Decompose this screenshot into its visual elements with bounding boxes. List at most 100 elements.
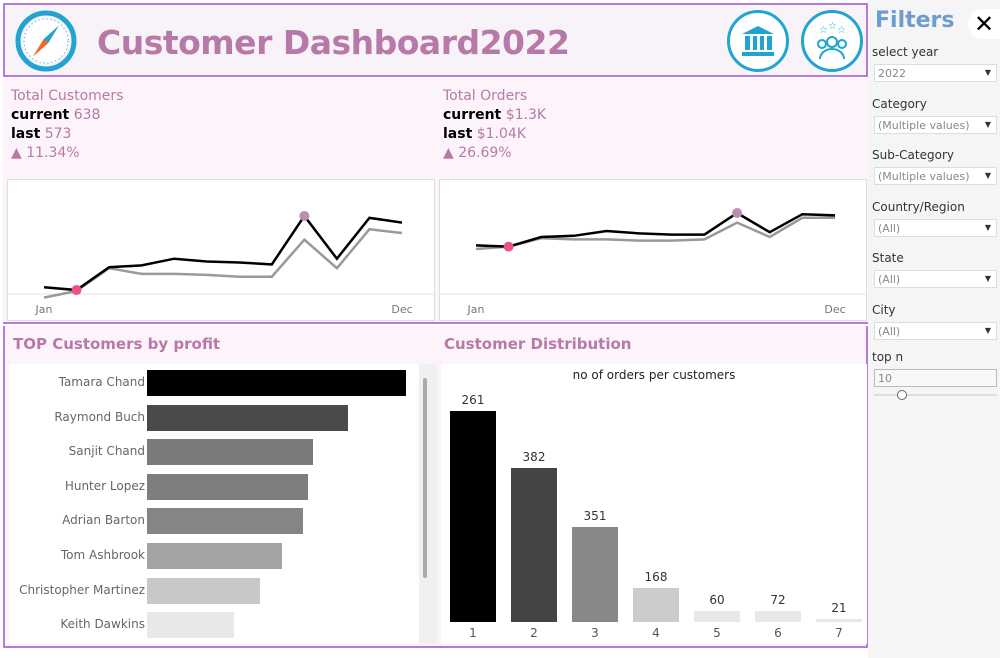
customer-label: Tom Ashbrook xyxy=(60,548,145,562)
filter-label: top n xyxy=(872,350,904,364)
data-point-marker[interactable] xyxy=(299,210,310,221)
dropdown-arrow-icon: ▼ xyxy=(984,325,991,335)
customer-label: Raymond Buch xyxy=(54,409,145,424)
change-value: ▲ 11.34% xyxy=(11,145,80,161)
bank-icon[interactable] xyxy=(727,10,789,72)
filter-label: Country/Region xyxy=(872,199,965,214)
bar-data-label: 60 xyxy=(709,593,725,608)
kpi-section: Total Customers current 638 last 573 ▲ 1… xyxy=(3,78,868,324)
distribution-chart: no of orders per customers 261 1 382 2 351 3 1… xyxy=(441,364,867,644)
distribution-title: Customer Distribution xyxy=(444,335,632,353)
filter-dropdown[interactable]: (All) ▼ xyxy=(874,270,997,288)
x-tick-label: 7 xyxy=(835,626,843,640)
profit-bar[interactable] xyxy=(147,543,282,569)
x-tick-label: 5 xyxy=(713,626,721,640)
distribution-bar[interactable] xyxy=(572,527,618,622)
filter-value: (Multiple values) xyxy=(878,118,970,132)
close-icon[interactable]: ✕ xyxy=(968,9,1000,39)
compass-logo-icon xyxy=(15,10,77,72)
x-tick-label: 2 xyxy=(530,626,538,640)
filter-label: Sub-Category xyxy=(872,148,954,162)
x-tick-label: Dec xyxy=(824,303,845,316)
customer-label: Tamara Chand xyxy=(58,375,145,389)
kpi-title: Total Customers xyxy=(11,88,124,104)
svg-text:☆: ☆ xyxy=(837,25,846,36)
bar-data-label: 382 xyxy=(522,449,546,464)
data-point-marker[interactable] xyxy=(503,241,514,252)
filter-value: (Multiple values) xyxy=(878,170,970,183)
dropdown-arrow-icon: ▼ xyxy=(984,171,991,180)
topn-input[interactable]: 10 xyxy=(874,369,997,387)
filter-value: (All) xyxy=(878,324,901,338)
distribution-bar[interactable] xyxy=(755,611,801,622)
filters-title: Filters xyxy=(875,8,955,33)
filters-panel: Filters ✕ select year 2022 ▼ Category (Multi… xyxy=(868,0,1000,658)
bar-data-label: 72 xyxy=(770,593,786,608)
filter-label: State xyxy=(872,251,904,265)
dropdown-arrow-icon: ▼ xyxy=(984,222,991,232)
data-point-marker[interactable] xyxy=(732,208,743,218)
filter-label: Category xyxy=(872,96,927,111)
customer-label: Keith Dawkins xyxy=(60,617,145,632)
distribution-bar[interactable] xyxy=(816,619,862,622)
x-tick-label: 1 xyxy=(469,626,477,640)
filter-value: (All) xyxy=(878,273,901,286)
current-value: $1.3K xyxy=(505,107,547,123)
filter-dropdown[interactable]: (All) ▼ xyxy=(874,321,997,340)
x-tick-label: Jan xyxy=(467,303,485,316)
bottom-section: TOP Customers by profit Customer Distrib… xyxy=(3,326,868,648)
current-label: current xyxy=(11,107,70,123)
slider-handle[interactable] xyxy=(897,390,908,400)
filter-dropdown[interactable]: (All) ▼ xyxy=(874,218,997,237)
filter-dropdown[interactable]: (Multiple values) ▼ xyxy=(874,115,997,134)
profit-bar[interactable] xyxy=(147,473,308,500)
profit-bar[interactable] xyxy=(147,508,304,535)
filter-dropdown[interactable]: (Multiple values) ▼ xyxy=(874,167,997,185)
distribution-bar[interactable] xyxy=(633,588,679,622)
customers-line-chart: Jan Dec xyxy=(7,179,435,321)
distribution-bar[interactable] xyxy=(511,467,557,622)
scrollbar-thumb[interactable] xyxy=(423,378,427,578)
bar-data-label: 351 xyxy=(583,509,607,524)
profit-bar[interactable] xyxy=(147,370,406,396)
last-label: last xyxy=(443,126,473,142)
current-value: 638 xyxy=(73,107,101,123)
x-tick-label: 6 xyxy=(774,626,782,640)
kpi-orders: Total Orders current $1.3K last $1.04K ▲… xyxy=(443,88,546,161)
filter-value: 2022 xyxy=(878,67,906,80)
customer-label: Adrian Barton xyxy=(62,513,145,528)
series-line xyxy=(43,227,403,299)
change-value: ▲ 26.69% xyxy=(443,145,512,161)
bar-data-label: 21 xyxy=(831,601,847,615)
profit-bar[interactable] xyxy=(147,612,234,639)
customers-rating-icon[interactable]: ☆ ☆ ☆ xyxy=(801,10,863,72)
header: Customer Dashboard2022 ☆ ☆ ☆ xyxy=(3,3,868,77)
top-customers-chart: Tamara Chand Raymond Buch Sanjit Chand Hunt… xyxy=(9,364,419,644)
distribution-bar[interactable] xyxy=(694,611,740,622)
distribution-bar[interactable] xyxy=(450,411,496,622)
x-tick-label: Jan xyxy=(35,303,53,316)
svg-text:☆: ☆ xyxy=(819,25,828,36)
orders-line-chart: Jan Dec xyxy=(439,179,867,321)
filter-label: select year xyxy=(872,45,939,59)
bar-data-label: 261 xyxy=(461,393,485,407)
scrollbar[interactable] xyxy=(419,364,437,644)
profit-bar[interactable] xyxy=(147,404,348,431)
x-tick-label: 3 xyxy=(591,626,599,640)
dropdown-arrow-icon: ▼ xyxy=(984,119,991,129)
profit-bar[interactable] xyxy=(147,577,260,604)
filter-dropdown[interactable]: 2022 ▼ xyxy=(874,64,997,82)
customer-label: Hunter Lopez xyxy=(64,478,145,493)
data-point-marker[interactable] xyxy=(71,285,82,296)
dropdown-arrow-icon: ▼ xyxy=(984,68,991,77)
series-line xyxy=(43,213,403,292)
current-label: current xyxy=(443,107,502,123)
customer-label: Christopher Martinez xyxy=(19,582,145,597)
topn-slider[interactable] xyxy=(874,394,997,396)
profit-bar[interactable] xyxy=(147,439,314,466)
page-title: Customer Dashboard2022 xyxy=(97,23,570,62)
last-label: last xyxy=(11,126,41,142)
bar-data-label: 168 xyxy=(644,570,668,585)
chart-subtitle: no of orders per customers xyxy=(572,368,736,382)
last-value: $1.04K xyxy=(476,126,526,142)
